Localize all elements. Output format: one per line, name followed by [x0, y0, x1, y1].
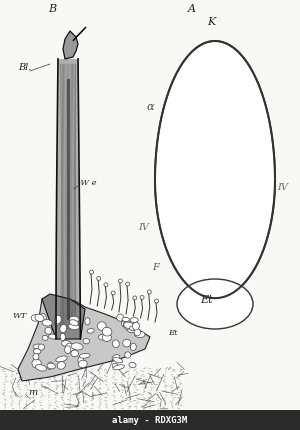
Ellipse shape: [130, 318, 138, 322]
Ellipse shape: [80, 353, 90, 358]
Ellipse shape: [112, 340, 119, 348]
Polygon shape: [42, 294, 85, 339]
Text: WT: WT: [12, 311, 26, 319]
Ellipse shape: [54, 316, 61, 324]
Ellipse shape: [35, 314, 44, 322]
Ellipse shape: [47, 362, 53, 370]
Ellipse shape: [113, 358, 123, 363]
Ellipse shape: [64, 346, 71, 354]
Ellipse shape: [78, 360, 87, 368]
Ellipse shape: [125, 352, 131, 358]
Ellipse shape: [31, 315, 39, 322]
Bar: [0, 410, 300, 430]
Ellipse shape: [129, 362, 136, 368]
Ellipse shape: [61, 341, 71, 347]
Ellipse shape: [126, 325, 136, 333]
Text: Bl.: Bl.: [18, 63, 32, 72]
Ellipse shape: [78, 356, 83, 363]
Ellipse shape: [134, 329, 140, 336]
Ellipse shape: [69, 320, 78, 326]
Ellipse shape: [38, 344, 44, 350]
Ellipse shape: [112, 355, 120, 361]
Ellipse shape: [71, 350, 79, 357]
Ellipse shape: [122, 318, 129, 322]
Ellipse shape: [177, 280, 253, 329]
Ellipse shape: [83, 339, 89, 344]
Ellipse shape: [40, 314, 46, 321]
Polygon shape: [63, 32, 78, 60]
Ellipse shape: [122, 321, 127, 327]
Ellipse shape: [124, 322, 134, 329]
Ellipse shape: [45, 328, 52, 335]
Polygon shape: [18, 297, 150, 381]
Ellipse shape: [57, 362, 65, 369]
Text: m: m: [28, 387, 37, 396]
Ellipse shape: [68, 324, 79, 330]
Ellipse shape: [135, 332, 145, 338]
Polygon shape: [73, 28, 86, 42]
Ellipse shape: [32, 359, 41, 368]
Ellipse shape: [56, 356, 67, 362]
Text: Et: Et: [200, 294, 213, 304]
Text: Et: Et: [168, 328, 178, 336]
Ellipse shape: [130, 344, 136, 351]
Ellipse shape: [85, 318, 90, 325]
Ellipse shape: [102, 328, 112, 336]
Ellipse shape: [55, 321, 60, 326]
Ellipse shape: [98, 322, 106, 331]
Ellipse shape: [133, 322, 140, 330]
Ellipse shape: [124, 321, 131, 330]
Ellipse shape: [69, 316, 79, 323]
Text: IV: IV: [138, 222, 149, 231]
Ellipse shape: [42, 335, 48, 341]
Ellipse shape: [129, 326, 135, 331]
Ellipse shape: [117, 314, 124, 322]
Text: K: K: [207, 17, 215, 27]
Polygon shape: [56, 60, 80, 339]
Ellipse shape: [125, 324, 131, 329]
Text: F: F: [152, 262, 159, 271]
Ellipse shape: [123, 339, 130, 347]
Ellipse shape: [60, 333, 65, 341]
Ellipse shape: [102, 334, 112, 342]
Text: IV: IV: [277, 183, 288, 191]
Ellipse shape: [33, 344, 44, 349]
Ellipse shape: [33, 349, 41, 354]
Text: α: α: [147, 102, 154, 112]
Text: -W e: -W e: [78, 178, 97, 187]
Ellipse shape: [49, 335, 57, 339]
Ellipse shape: [71, 343, 83, 350]
Ellipse shape: [60, 325, 67, 333]
Ellipse shape: [87, 329, 94, 333]
Ellipse shape: [99, 335, 106, 340]
Polygon shape: [155, 42, 275, 298]
Text: A: A: [188, 4, 196, 14]
Ellipse shape: [35, 365, 46, 371]
Ellipse shape: [47, 363, 56, 369]
Ellipse shape: [112, 363, 118, 369]
Text: alamy - RDXG3M: alamy - RDXG3M: [112, 415, 188, 424]
Ellipse shape: [113, 365, 124, 370]
Ellipse shape: [42, 320, 52, 326]
Ellipse shape: [65, 343, 74, 352]
Text: B: B: [48, 4, 56, 14]
Ellipse shape: [33, 353, 39, 360]
